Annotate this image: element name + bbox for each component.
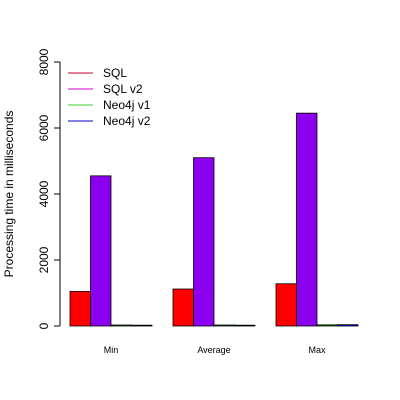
bar-min-sql xyxy=(69,290,91,327)
x-tick-label: Min xyxy=(104,345,119,355)
legend-label: SQL v2 xyxy=(103,82,143,96)
y-tick-label: 4000 xyxy=(37,180,51,207)
x-axis-labels: Min Average Max xyxy=(104,345,326,355)
bar-min-neo4j-v1 xyxy=(110,324,132,327)
bar-average-sql xyxy=(172,288,194,327)
bar-average-neo4j-v1 xyxy=(213,324,235,327)
bar-average-sql-v2 xyxy=(193,157,215,327)
legend-label: SQL xyxy=(103,66,127,80)
y-axis-title: Processing time in milliseconds xyxy=(2,111,16,278)
legend-label: Neo4j v2 xyxy=(103,114,151,128)
bars xyxy=(69,112,359,327)
bar-max-neo4j-v1 xyxy=(316,324,338,327)
y-tick-label: 2000 xyxy=(37,246,51,273)
y-tick-label: 8000 xyxy=(37,48,51,75)
legend-label: Neo4j v1 xyxy=(103,98,151,112)
bar-min-sql-v2 xyxy=(90,175,112,327)
bar-average-neo4j-v2 xyxy=(234,324,256,327)
x-tick-label: Average xyxy=(197,345,230,355)
y-tick-label: 0 xyxy=(37,322,51,329)
bar-max-sql xyxy=(275,283,297,327)
y-axis: 0 2000 4000 6000 8000 xyxy=(37,48,61,329)
bar-min-neo4j-v2 xyxy=(131,324,153,327)
bar-max-neo4j-v2 xyxy=(337,324,359,327)
x-tick-label: Max xyxy=(308,345,326,355)
legend: SQL SQL v2 Neo4j v1 Neo4j v2 xyxy=(68,66,151,128)
y-tick-label: 6000 xyxy=(37,114,51,141)
bar-max-sql-v2 xyxy=(296,112,318,327)
